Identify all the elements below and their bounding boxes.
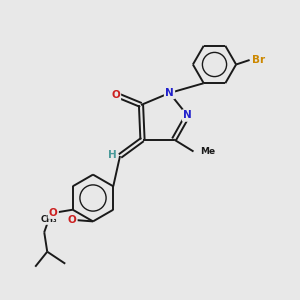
Text: O: O bbox=[49, 208, 58, 218]
Text: N: N bbox=[165, 88, 174, 98]
Text: Br: Br bbox=[252, 55, 265, 65]
Text: CH₃: CH₃ bbox=[40, 215, 57, 224]
Text: Me: Me bbox=[200, 147, 215, 156]
Text: O: O bbox=[68, 215, 76, 225]
Text: N: N bbox=[183, 110, 192, 121]
Text: O: O bbox=[111, 89, 120, 100]
Text: H: H bbox=[108, 149, 117, 160]
